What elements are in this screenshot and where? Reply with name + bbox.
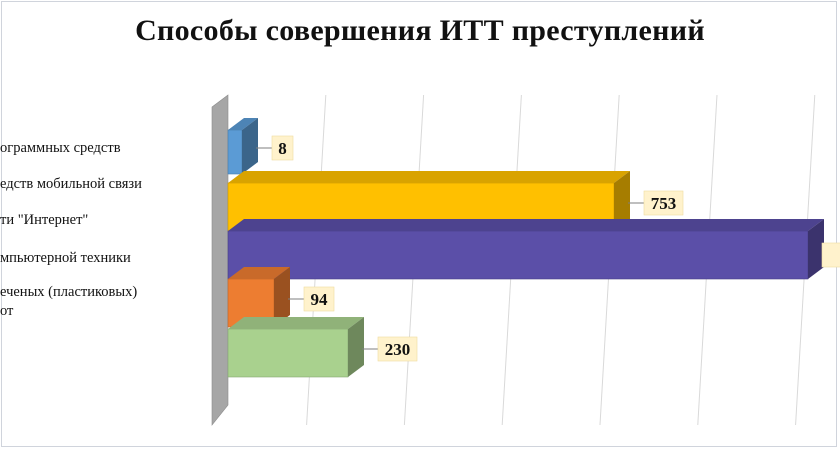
bar-side-face xyxy=(808,219,824,279)
category-label: еченых (пластиковых) xyxy=(0,284,137,300)
bar-2 xyxy=(227,219,840,280)
category-label: мпьютерной техники xyxy=(0,250,131,266)
bar-top-face xyxy=(228,267,290,279)
bars-group: 8 753 94 230 xyxy=(227,118,840,378)
chart-title: Способы совершения ИТТ преступлений xyxy=(135,14,705,47)
category-label: едств мобильной связи xyxy=(0,176,142,192)
category-label: ти "Интернет" xyxy=(0,212,88,228)
chart-side-wall xyxy=(211,94,229,426)
bar-4: 230 xyxy=(227,317,418,378)
bar-top-face xyxy=(228,171,630,183)
bar-top-face xyxy=(228,317,364,329)
bar-side-face xyxy=(348,317,364,377)
bar-side-face xyxy=(614,171,630,231)
value-label: 753 xyxy=(651,194,677,213)
value-label: 8 xyxy=(278,139,287,158)
value-label-box xyxy=(271,135,294,161)
value-label-box xyxy=(303,286,335,312)
bar-front-face xyxy=(227,328,349,378)
bar-side-face xyxy=(242,118,258,174)
category-label: от xyxy=(0,303,14,319)
bar-front-face xyxy=(227,230,809,280)
bar-front-face xyxy=(227,129,243,175)
value-label: 94 xyxy=(311,290,329,309)
category-labels: ограммных средств едств мобильной связи ти… xyxy=(0,140,142,319)
value-label-box xyxy=(377,336,418,362)
bar-top-face xyxy=(228,219,824,231)
category-label: ограммных средств xyxy=(0,140,121,156)
value-label-box xyxy=(643,190,684,216)
bar-side-face xyxy=(274,267,290,327)
bar-0: 8 xyxy=(227,118,294,175)
value-label: 230 xyxy=(385,340,411,359)
bar-top-face xyxy=(228,118,258,130)
value-label-box-clipped xyxy=(821,242,840,268)
